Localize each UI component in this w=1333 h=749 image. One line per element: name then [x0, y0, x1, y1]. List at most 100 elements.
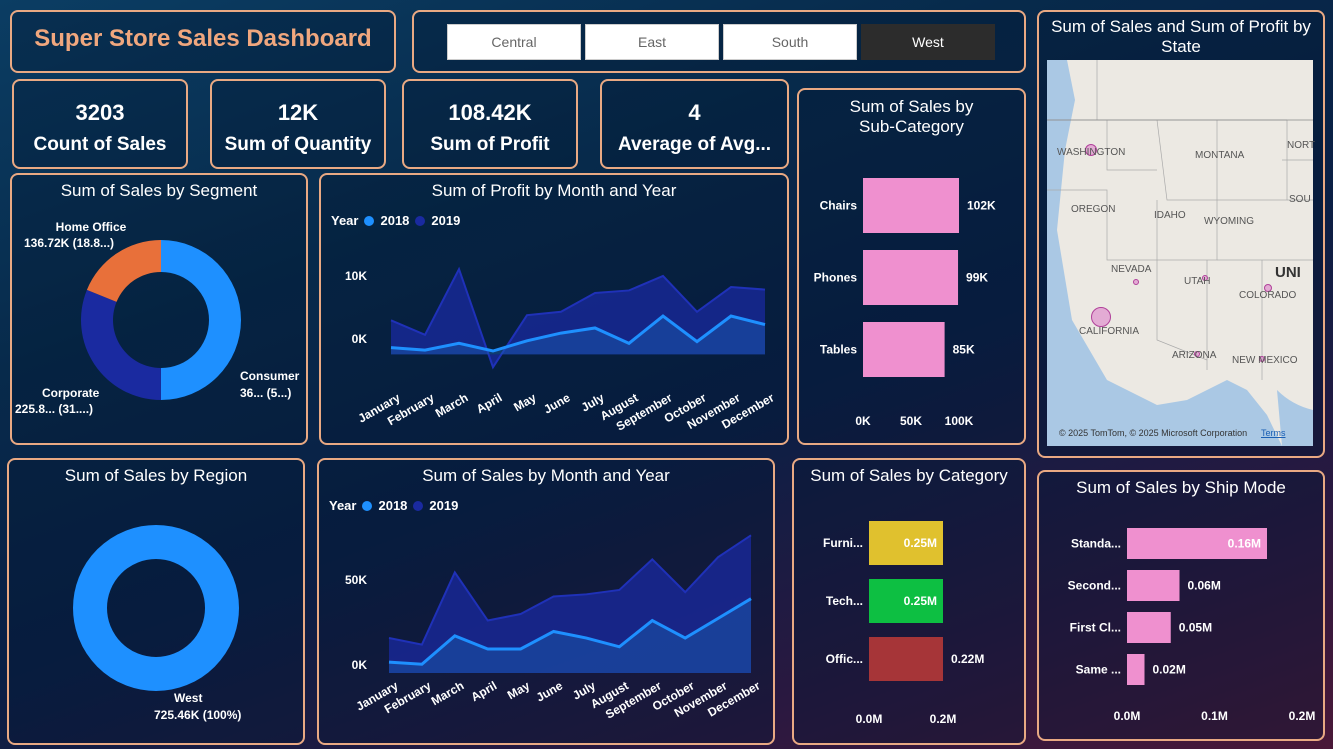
- kpi-value: 12K: [277, 100, 319, 125]
- map-label: COLORADO: [1239, 290, 1297, 301]
- bar[interactable]: [1127, 612, 1171, 643]
- legend-2018[interactable]: 2018: [378, 498, 408, 513]
- line-2019[interactable]: [388, 534, 752, 646]
- slice-consumer[interactable]: [160, 240, 241, 400]
- segment-value-home-office: 136.72K (18.8...): [24, 236, 114, 250]
- kpi-label: Sum of Profit: [430, 134, 550, 155]
- chart-title: Sum of Sales by Month and Year: [422, 466, 670, 485]
- bar[interactable]: [863, 250, 959, 305]
- subcategory-bar-chart[interactable]: Chairs 102K Phones 99K Tables 85K 0K 50K 100K: [799, 90, 1026, 445]
- chart-title-line2: State: [1161, 37, 1201, 56]
- sales-month-card: Sum of Sales by Month and Year Year 2018…: [317, 458, 775, 745]
- kpi-value: 3203: [75, 100, 125, 125]
- map-label: MONTANA: [1195, 150, 1245, 161]
- line-2019[interactable]: [390, 266, 766, 370]
- map-label: ARIZONA: [1172, 350, 1217, 361]
- map-bubble[interactable]: [1202, 275, 1208, 281]
- bar[interactable]: [869, 579, 943, 623]
- kpi-value: 108.42K: [448, 100, 532, 125]
- map-label: UNI: [1275, 264, 1301, 281]
- map-bubble[interactable]: [1194, 351, 1200, 357]
- category-label: Offic...: [826, 652, 863, 666]
- line-2018[interactable]: [390, 314, 766, 353]
- category-label: First Cl...: [1070, 621, 1121, 635]
- slice-west[interactable]: [73, 525, 239, 691]
- legend-2018[interactable]: 2018: [380, 213, 410, 228]
- category-label: Same ...: [1076, 663, 1121, 677]
- kpi-average: 4 Average of Avg...: [600, 79, 789, 169]
- slice-corporate[interactable]: [81, 289, 161, 400]
- map-bubble[interactable]: [1264, 284, 1272, 292]
- state-map[interactable]: WASHINGTON MONTANA NORT OREGON IDAHO WYO…: [1047, 60, 1315, 446]
- map-bubble[interactable]: [1259, 356, 1265, 362]
- area-2019: [389, 535, 751, 673]
- shipmode-chart-card: Sum of Sales by Ship Mode Standa... 0.16M…: [1037, 470, 1325, 741]
- chart-title-line1: Sum of Sales by: [849, 97, 974, 116]
- bar[interactable]: [1127, 570, 1180, 601]
- bar[interactable]: [869, 521, 943, 565]
- chart-title: Sum of Sales by Category: [810, 466, 1008, 485]
- segment-donut-chart[interactable]: Home Office 136.72K (18.8...) Corporate …: [12, 175, 308, 445]
- kpi-sum-of-profit: 108.42K Sum of Profit: [402, 79, 578, 169]
- kpi-value: 4: [688, 100, 701, 125]
- map-bubble[interactable]: [1085, 144, 1097, 156]
- shipmode-bar-chart[interactable]: Standa... 0.16M Second... 0.06M First Cl... 0…: [1039, 472, 1325, 741]
- map-label: IDAHO: [1154, 210, 1186, 221]
- x-tick-label: April: [474, 390, 505, 416]
- y-tick: 0K: [352, 332, 368, 346]
- chart-legend: Year 2018 2019: [329, 498, 458, 513]
- map-label: WASHINGTON: [1057, 147, 1126, 158]
- slicer-button-south[interactable]: South: [723, 24, 857, 60]
- legend-2019[interactable]: 2019: [431, 213, 461, 228]
- line-2018[interactable]: [388, 597, 752, 666]
- data-label: 0.05M: [1179, 621, 1212, 635]
- chart-title: Sum of Sales by Segment: [60, 181, 258, 200]
- map-label: SOU: [1289, 194, 1311, 205]
- bar[interactable]: [863, 178, 959, 233]
- legend-2019[interactable]: 2019: [429, 498, 459, 513]
- slicer-button-east[interactable]: East: [585, 24, 719, 60]
- x-tick: 100K: [945, 414, 974, 428]
- region-chart-card: Sum of Sales by Region West 725.46K (100…: [7, 458, 305, 745]
- chart-legend: Year 2018 2019: [331, 213, 460, 228]
- map-terms-link[interactable]: Terms: [1261, 428, 1286, 438]
- bar[interactable]: [869, 637, 943, 681]
- category-label: Standa...: [1071, 537, 1121, 551]
- chart-title: Sum of Profit by Month and Year: [431, 181, 677, 200]
- profit-month-card: Sum of Profit by Month and Year Year 201…: [319, 173, 789, 445]
- map-label: NEW MEXICO: [1232, 355, 1298, 366]
- slicer-button-west[interactable]: West: [861, 24, 995, 60]
- legend-dot-2019: [415, 215, 426, 226]
- kpi-count-of-sales: 3203 Count of Sales: [12, 79, 188, 169]
- title-card: Super Store Sales Dashboard: [10, 10, 396, 73]
- map-attribution: © 2025 TomTom, © 2025 Microsoft Corporat…: [1059, 428, 1248, 438]
- chart-title-line1: Sum of Sales and Sum of Profit by: [1051, 17, 1311, 36]
- region-donut-chart[interactable]: West 725.46K (100%): [9, 460, 305, 745]
- map-label: NEVADA: [1111, 264, 1152, 275]
- legend-dot-2019: [413, 500, 424, 511]
- region-label-value: 725.46K (100%): [154, 708, 241, 722]
- slice-home-office[interactable]: [86, 240, 161, 302]
- bar[interactable]: [1127, 528, 1267, 559]
- segment-value-consumer: 36... (5...): [240, 386, 291, 400]
- kpi-sum-of-quantity: 12K Sum of Quantity: [210, 79, 386, 169]
- x-tick: 0.0M: [856, 712, 883, 726]
- data-label: 0.16M: [1228, 537, 1261, 551]
- bar[interactable]: [863, 322, 945, 377]
- map-bubble[interactable]: [1133, 279, 1139, 285]
- x-tick: 0.1M: [1201, 709, 1228, 723]
- data-label: 0.25M: [904, 594, 937, 608]
- map-label: UTAH: [1184, 276, 1211, 287]
- slicer-button-central[interactable]: Central: [447, 24, 581, 60]
- bar[interactable]: [1127, 654, 1145, 685]
- x-tick-label: April: [469, 678, 500, 704]
- category-bar-chart[interactable]: Furni... 0.25M Tech... 0.25M Offic... 0.22M 0.…: [794, 460, 1026, 745]
- data-label: 0.22M: [951, 652, 984, 666]
- kpi-label: Sum of Quantity: [224, 134, 372, 155]
- map-bubble[interactable]: [1091, 307, 1111, 327]
- map-label: CALIFORNIA: [1079, 326, 1140, 337]
- y-tick: 0K: [352, 658, 368, 672]
- category-label: Phones: [814, 271, 858, 285]
